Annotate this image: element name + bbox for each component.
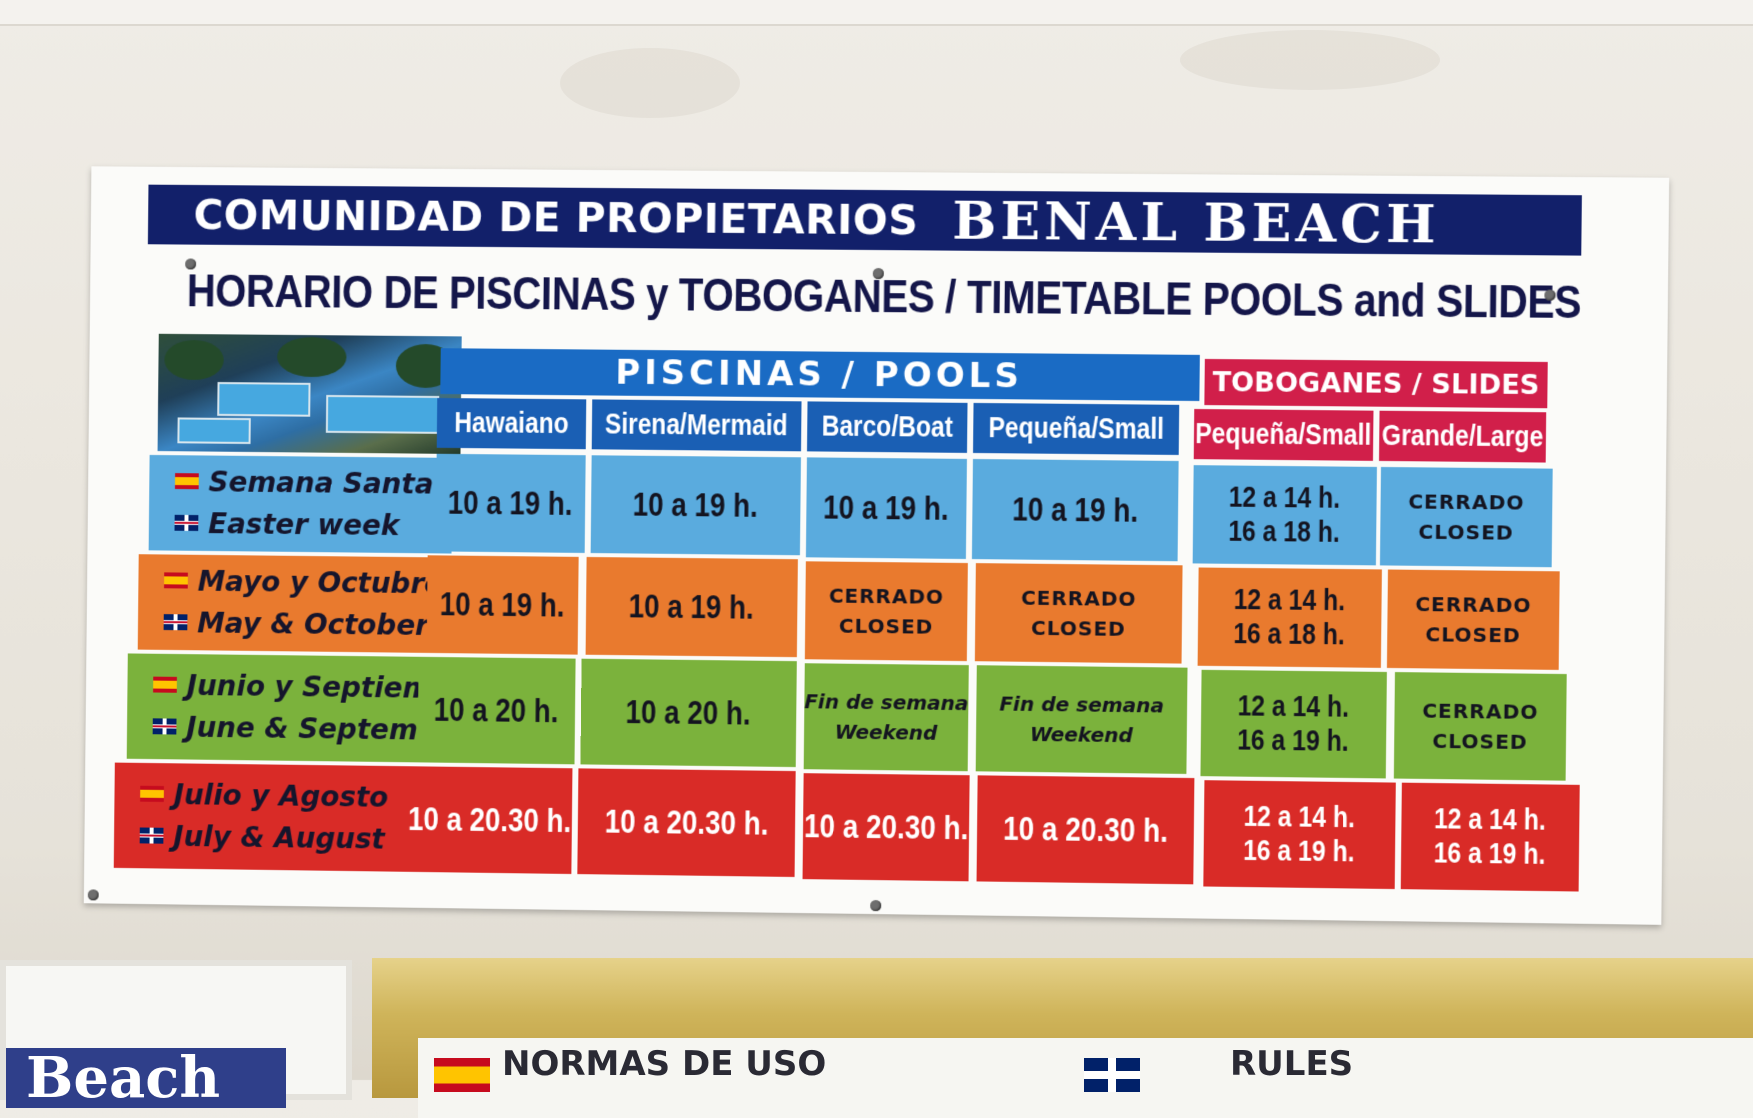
cell-july-pequena-pool: 10 a 20.30 h. bbox=[976, 775, 1195, 885]
uk-flag-icon bbox=[152, 718, 177, 735]
normas-title: NORMAS DE USO bbox=[502, 1044, 827, 1084]
cell-easter-pequena-slide: 12 a 14 h. 16 a 18 h. bbox=[1192, 465, 1377, 566]
cell-easter-barco: 10 a 19 h. bbox=[805, 457, 967, 560]
spain-flag-icon bbox=[434, 1058, 490, 1092]
cell-may-barco: CERRADO CLOSED bbox=[804, 561, 968, 662]
left-lower-frame: Beach bbox=[0, 960, 352, 1108]
col-head-grande-slide: Grande/Large bbox=[1379, 410, 1547, 463]
cell-june-pequena-slide: 12 a 14 h. 16 a 19 h. bbox=[1200, 669, 1387, 779]
rules-title: RULES bbox=[1230, 1044, 1354, 1084]
uk-flag-icon bbox=[1084, 1058, 1140, 1092]
cell-may-pequena-slide: 12 a 14 h. 16 a 18 h. bbox=[1197, 567, 1382, 668]
spain-flag-icon bbox=[164, 572, 188, 589]
cell-june-grande-slide: CERRADO CLOSED bbox=[1393, 672, 1567, 781]
wall-top-trim bbox=[0, 0, 1753, 26]
cell-june-hawaiano: 10 a 20 h. bbox=[417, 656, 576, 765]
cell-easter-hawaiano: 10 a 19 h. bbox=[435, 453, 586, 553]
cell-june-sirena: 10 a 20 h. bbox=[580, 658, 797, 768]
cell-easter-grande-slide: CERRADO CLOSED bbox=[1379, 466, 1553, 568]
col-head-hawaiano: Hawaiano bbox=[436, 397, 587, 450]
cell-july-barco: 10 a 20.30 h. bbox=[802, 773, 970, 882]
uk-flag-icon bbox=[163, 614, 188, 631]
left-frame-partial-text: Beach bbox=[6, 1048, 286, 1108]
cell-july-hawaiano: 10 a 20.30 h. bbox=[406, 766, 573, 875]
spain-flag-icon bbox=[174, 473, 199, 490]
pool-timetable-sign: COMUNIDAD DE PROPIETARIOS BENAL BEACH HO… bbox=[83, 166, 1670, 925]
row-label-may-october: Mayo y Octubre May & October bbox=[137, 554, 443, 654]
timetable-grid: Hawaiano Sirena/Mermaid Barco/Boat Peque… bbox=[84, 166, 1669, 925]
wall-stain bbox=[560, 48, 740, 118]
col-head-sirena: Sirena/Mermaid bbox=[591, 399, 802, 452]
row-label-easter: Semana Santa Easter week bbox=[148, 454, 453, 554]
spain-flag-icon bbox=[140, 785, 164, 802]
row-label-june-september: Junio y Septiembre June & September bbox=[126, 653, 484, 763]
wall-stain bbox=[1180, 30, 1440, 90]
cell-july-pequena-slide: 12 a 14 h. 16 a 19 h. bbox=[1203, 780, 1396, 890]
cell-june-barco: Fin de semana Weekend bbox=[803, 663, 969, 772]
cell-june-pequena-pool: Fin de semana Weekend bbox=[975, 665, 1188, 774]
uk-flag-icon bbox=[174, 514, 199, 531]
col-head-pequena-pool: Pequeña/Small bbox=[973, 402, 1180, 455]
rules-frame: NORMAS DE USO RULES bbox=[372, 958, 1753, 1118]
row-label-july-august: Julio y Agosto July & August bbox=[113, 762, 418, 872]
cell-july-grande-slide: 12 a 14 h. 16 a 19 h. bbox=[1400, 782, 1580, 892]
col-head-pequena-slide: Pequeña/Small bbox=[1193, 408, 1374, 461]
uk-flag-icon bbox=[139, 827, 164, 844]
cell-easter-sirena: 10 a 19 h. bbox=[590, 455, 801, 556]
spain-flag-icon bbox=[153, 676, 177, 693]
cell-may-hawaiano: 10 a 19 h. bbox=[426, 555, 579, 655]
col-head-barco: Barco/Boat bbox=[807, 401, 968, 453]
cell-may-sirena: 10 a 19 h. bbox=[585, 556, 798, 658]
cell-easter-pequena-pool: 10 a 19 h. bbox=[971, 458, 1179, 562]
cell-may-pequena-pool: CERRADO CLOSED bbox=[974, 563, 1183, 664]
cell-may-grande-slide: CERRADO CLOSED bbox=[1386, 569, 1560, 670]
cell-july-sirena: 10 a 20.30 h. bbox=[577, 768, 796, 877]
